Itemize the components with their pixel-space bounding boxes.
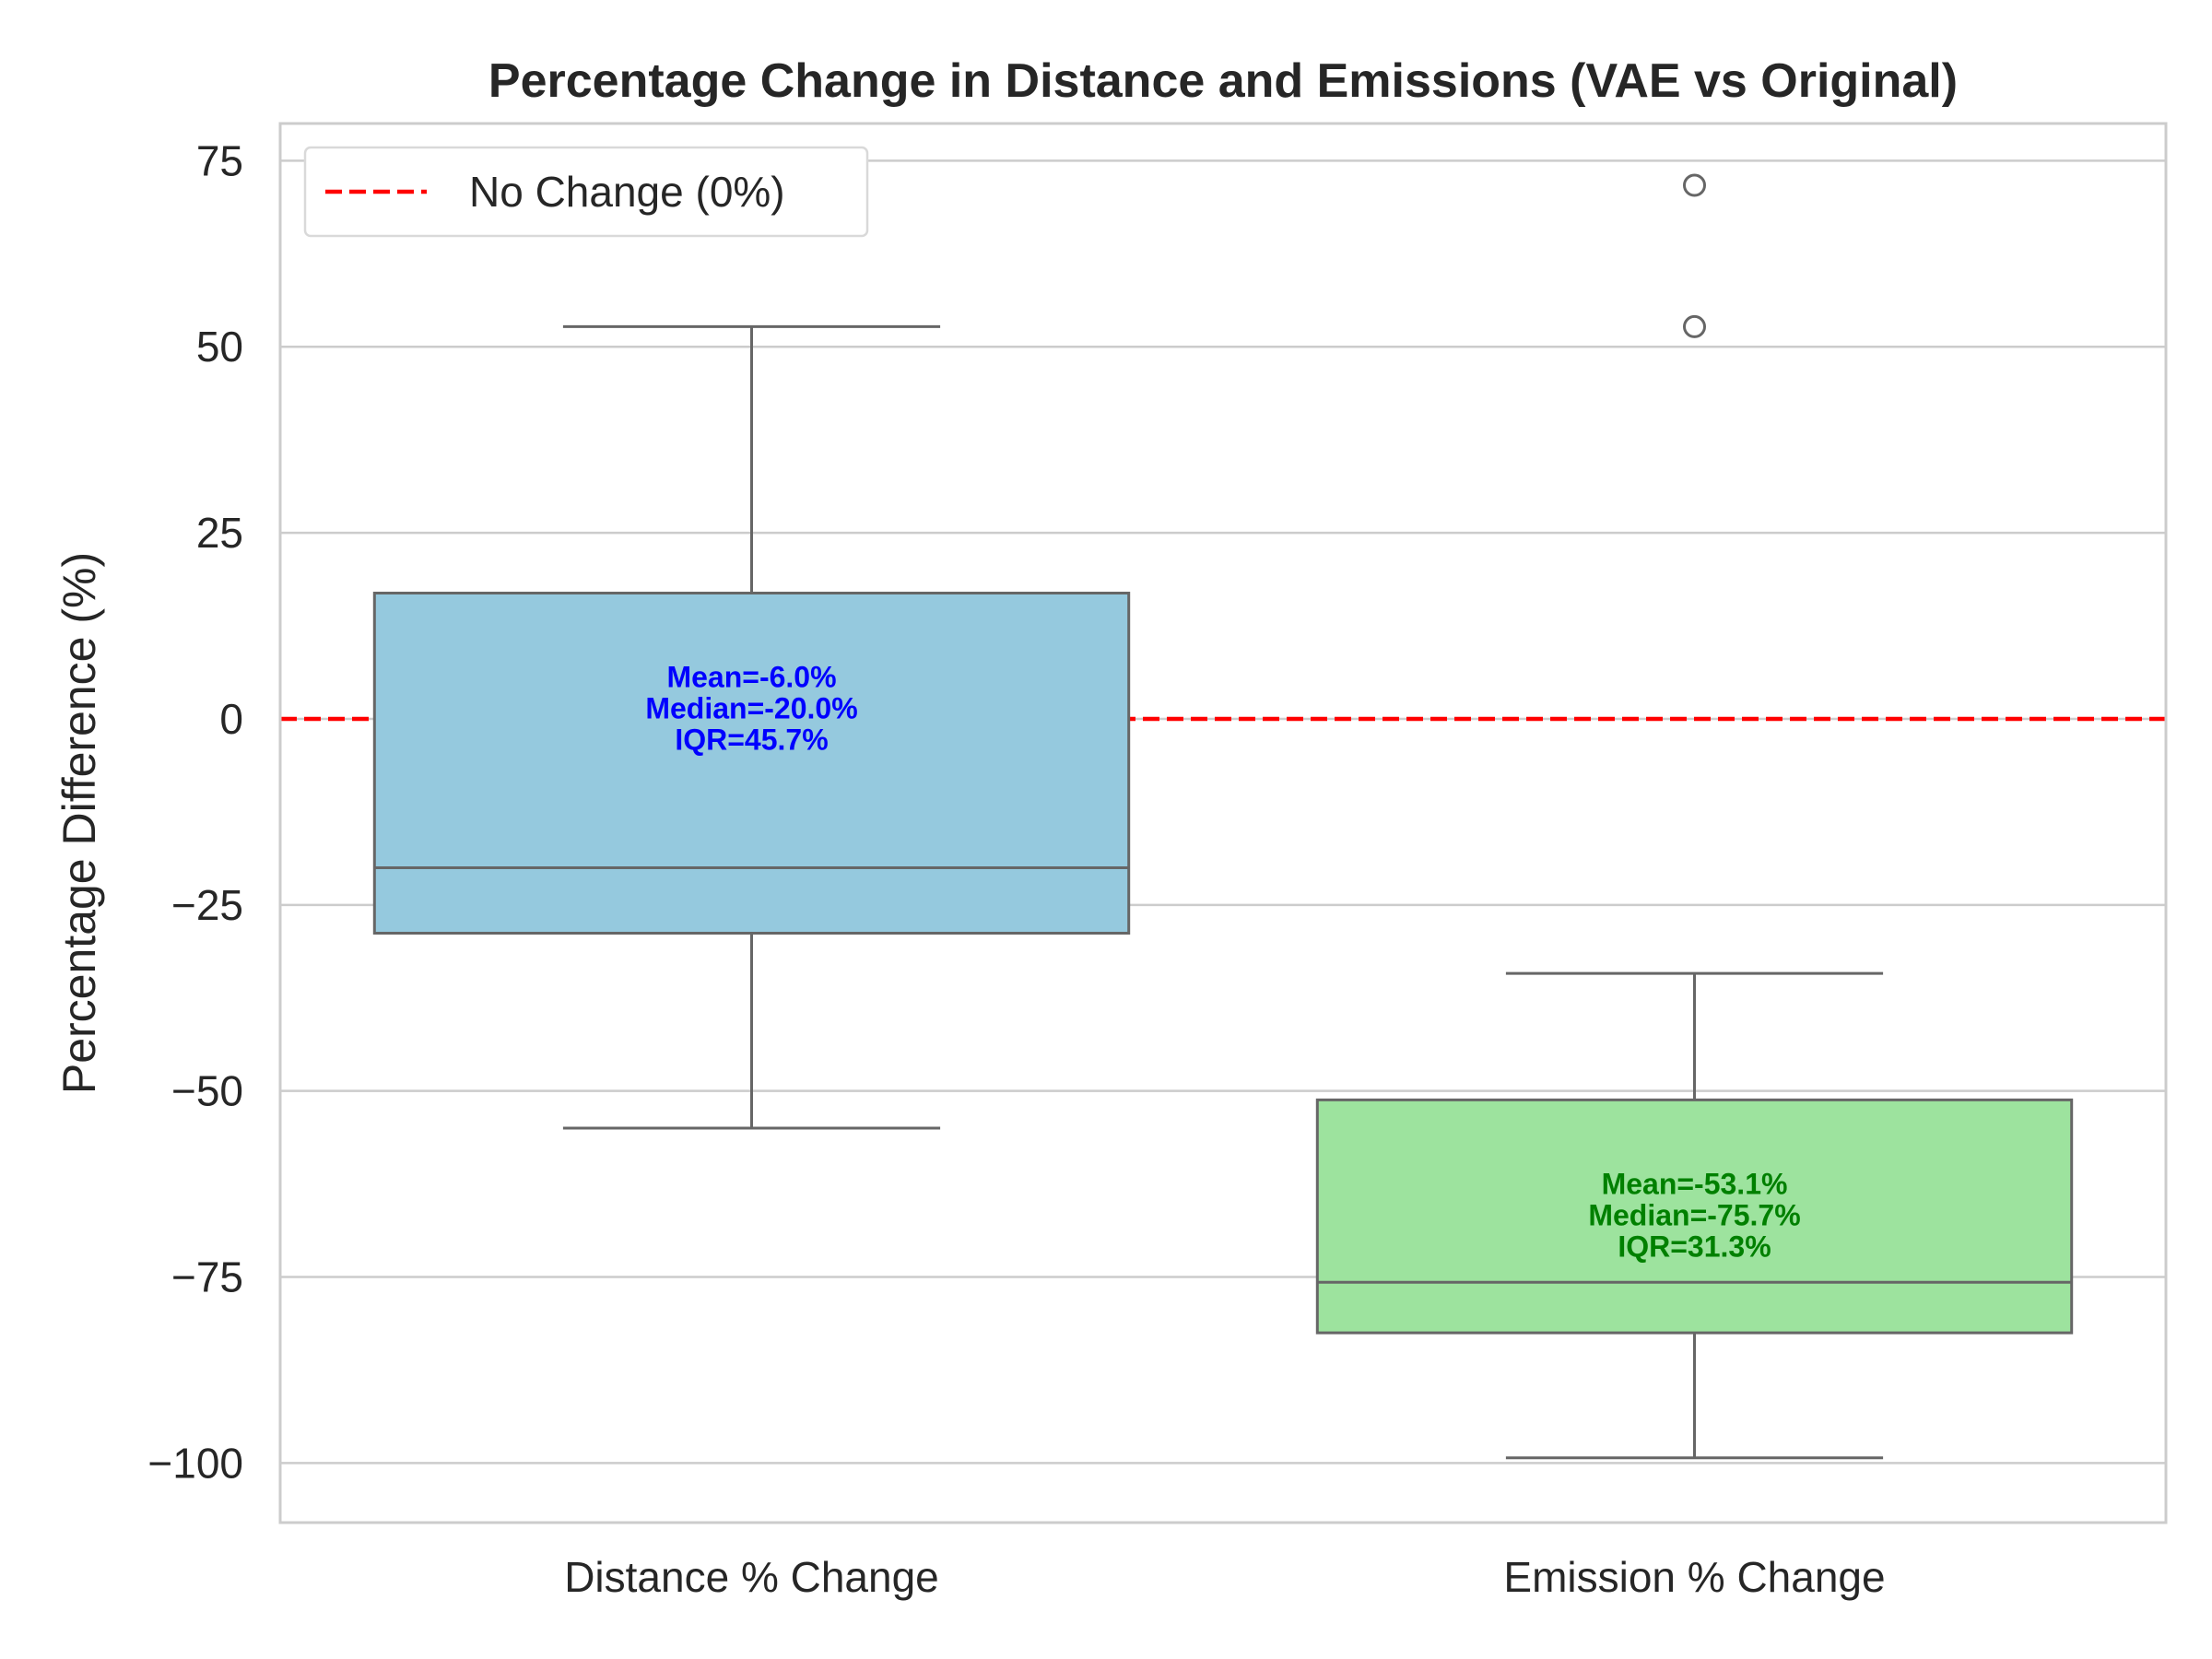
box-annotation-line: Mean=-53.1% <box>1602 1167 1788 1200</box>
y-tick-label: −50 <box>171 1067 243 1115</box>
legend-label: No Change (0%) <box>469 168 785 216</box>
y-axis-title: Percentage Difference (%) <box>53 552 105 1094</box>
box-body <box>372 591 1131 935</box>
legend-box <box>303 146 869 238</box>
x-tick-label: Emission % Change <box>1503 1553 1885 1601</box>
outlier-point <box>1683 314 1706 338</box>
box-body <box>1315 1098 2074 1335</box>
chart-title: Percentage Change in Distance and Emissi… <box>488 54 1958 108</box>
plot-frame <box>278 122 2168 1524</box>
box-annotation-line: Median=-75.7% <box>1588 1198 1800 1231</box>
box-annotation-line: IQR=45.7% <box>675 723 828 756</box>
y-tick-label: 50 <box>196 323 243 371</box>
y-tick-label: 25 <box>196 509 243 557</box>
box-annotation-line: Mean=-6.0% <box>666 660 836 693</box>
y-tick-label: −25 <box>171 881 243 929</box>
outlier-point <box>1683 173 1706 197</box>
y-tick-label: 75 <box>196 136 243 184</box>
box-annotation-line: IQR=31.3% <box>1618 1230 1771 1263</box>
x-tick-label: Distance % Change <box>564 1553 939 1601</box>
y-tick-label: −100 <box>147 1439 243 1487</box>
y-tick-label: −75 <box>171 1253 243 1301</box>
y-tick-label: 0 <box>219 695 243 743</box>
box-annotation-line: Median=-20.0% <box>645 691 857 724</box>
